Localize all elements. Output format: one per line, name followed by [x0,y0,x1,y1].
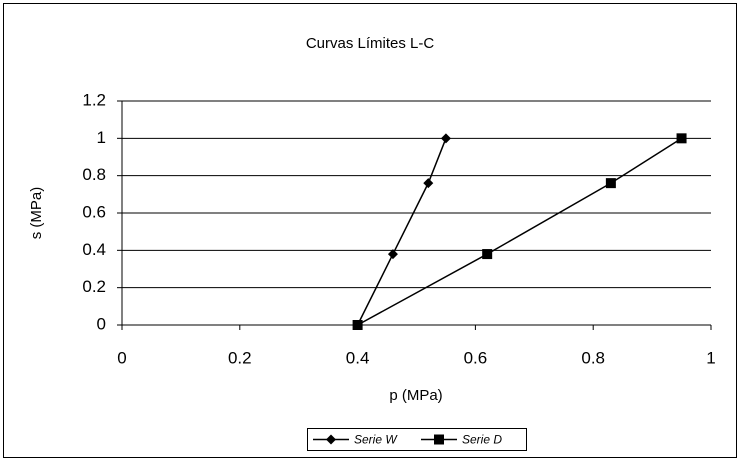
chart-border [3,3,737,458]
y-tick-label: 0.2 [82,277,106,296]
legend: Serie W Serie D [307,428,527,451]
chart-title: Curvas Límites L-C [306,35,435,52]
legend-label: Serie D [462,433,502,447]
x-axis-title: p (MPa) [389,387,442,404]
legend-marker [434,434,444,445]
x-tick-label: 0 [117,348,126,367]
x-tick-label: 0.2 [228,348,252,367]
y-tick-label: 0.4 [82,240,106,259]
y-tick-label: 1 [97,128,106,147]
x-tick-label: 0.8 [581,348,605,367]
legend-marker [326,434,336,445]
marker [440,133,451,144]
x-tick-label: 0.6 [464,348,488,367]
y-axis-title: s (MPa) [28,187,45,240]
marker [482,249,493,260]
legend-label: Serie W [354,433,398,447]
x-tick-label: 0.4 [346,348,370,367]
y-tick-label: 0 [97,314,106,333]
y-tick-label: 0.8 [82,165,106,184]
marker [676,133,687,144]
marker [605,178,616,189]
x-tick-label: 1 [706,348,715,367]
y-tick-label: 0.6 [82,202,106,221]
marker [352,320,363,330]
legend-box [307,428,527,451]
marker [423,178,434,189]
series-line [357,137,682,326]
series-line [356,138,447,326]
y-tick-label: 1.2 [82,90,106,109]
marker [387,249,398,260]
